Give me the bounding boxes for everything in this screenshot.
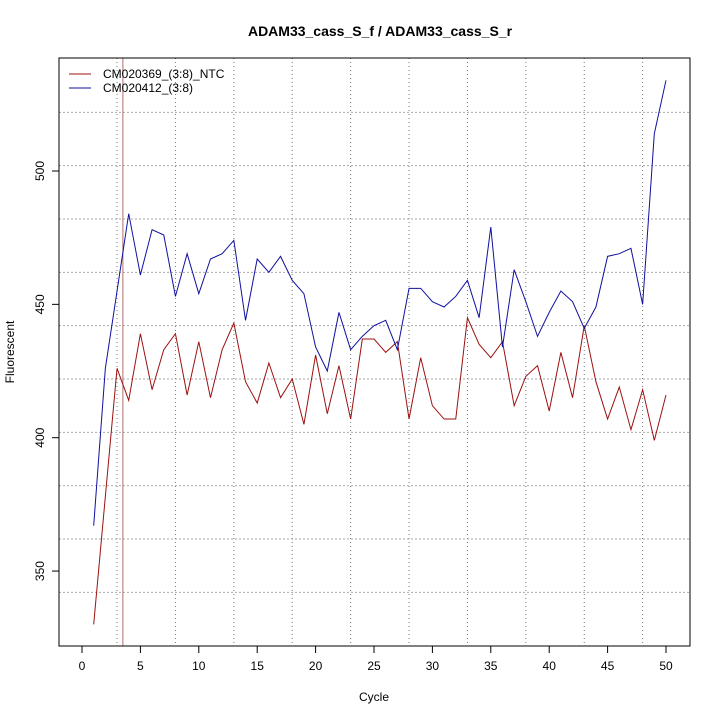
legend-label-0: CM020369_(3:8)_NTC (103, 67, 225, 81)
y-tick-label: 500 (33, 161, 47, 181)
y-tick-label: 350 (33, 561, 47, 581)
y-tick-label: 400 (33, 427, 47, 447)
x-tick-label: 5 (137, 659, 144, 673)
x-axis-label: Cycle (359, 690, 389, 704)
y-axis-label: Fluorescent (3, 320, 17, 383)
x-tick-label: 40 (543, 659, 557, 673)
x-tick-label: 25 (367, 659, 381, 673)
x-tick-label: 20 (309, 659, 323, 673)
series-line-1 (93, 80, 667, 526)
x-tick-label: 30 (426, 659, 440, 673)
grid (59, 58, 690, 646)
x-tick-label: 50 (659, 659, 673, 673)
x-tick-label: 0 (79, 659, 86, 673)
chart-title: ADAM33_cass_S_f / ADAM33_cass_S_r (248, 23, 513, 39)
x-tick-label: 10 (192, 659, 206, 673)
legend-label-1: CM020412_(3:8) (103, 81, 193, 95)
series-lines (93, 80, 667, 625)
x-tick-label: 35 (484, 659, 498, 673)
y-tick-label: 450 (33, 294, 47, 314)
plot-frame (58, 57, 691, 647)
axes: 0 5 10 15 20 25 30 35 40 45 50 350 400 450 500 (33, 161, 673, 673)
x-tick-label: 45 (601, 659, 615, 673)
x-tick-label: 15 (251, 659, 265, 673)
series-line-0 (93, 315, 667, 625)
